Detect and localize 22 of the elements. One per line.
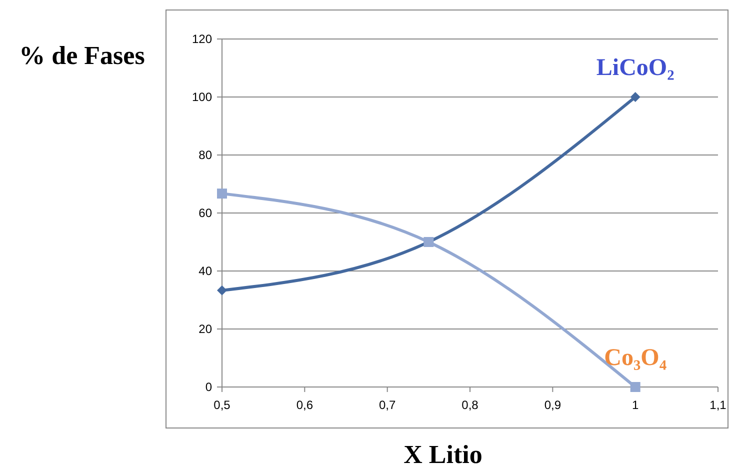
point xyxy=(630,382,640,392)
series-label: LiCoO₂ xyxy=(596,55,674,81)
series-label: Co₃O₄ xyxy=(604,345,667,371)
y-tick-label: 60 xyxy=(198,206,212,220)
y-tick-label: 80 xyxy=(198,148,212,162)
x-tick-label: 0,5 xyxy=(214,398,231,412)
x-tick-label: 0,7 xyxy=(378,398,396,412)
x-tick-label: 0,8 xyxy=(462,398,479,412)
x-tick-label: 1 xyxy=(632,398,639,412)
y-tick-label: 100 xyxy=(192,90,212,104)
y-tick-label: 0 xyxy=(205,380,212,394)
y-axis-title: % de Fases xyxy=(19,41,145,70)
point xyxy=(630,92,640,102)
x-axis-title: X Litio xyxy=(404,440,482,469)
x-tick-label: 0,9 xyxy=(544,398,562,412)
point xyxy=(217,188,227,199)
y-tick-label: 20 xyxy=(198,322,212,336)
point xyxy=(217,285,227,296)
y-tick-label: 120 xyxy=(192,32,212,46)
x-tick-label: 0,6 xyxy=(296,398,314,412)
x-tick-label: 1,1 xyxy=(710,398,727,412)
y-tick-label: 40 xyxy=(198,264,212,278)
